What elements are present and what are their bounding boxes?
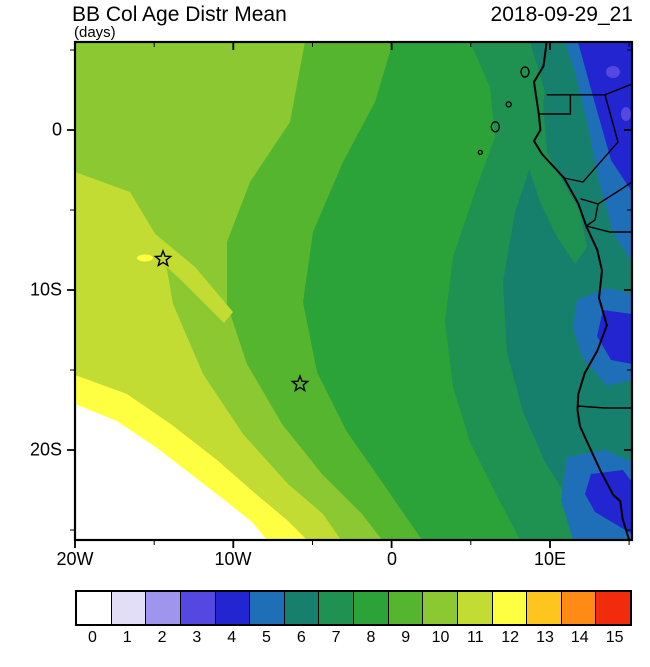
x-tick-label-0: 0 <box>386 549 398 569</box>
contour-region <box>75 404 267 540</box>
island-principe <box>505 101 512 108</box>
island-sao-tome <box>490 121 500 133</box>
border-line <box>597 181 632 205</box>
coastline <box>532 42 630 540</box>
colorbar-cell <box>423 592 458 624</box>
x-tick-label-10e: 10E <box>533 549 567 569</box>
colorbar-tick-label: 1 <box>122 629 132 646</box>
colorbar-tick-label: 14 <box>570 629 589 646</box>
page-title: BB Col Age Distr Mean <box>72 3 287 26</box>
colorbar-cell <box>596 592 630 624</box>
colorbar-tick-label: 13 <box>536 629 554 646</box>
colorbar-cell <box>111 592 147 624</box>
x-minor-ticks <box>153 540 630 545</box>
right-major-ticks <box>624 129 632 451</box>
contour-region <box>578 42 632 192</box>
x-tick-label-20w: 20W <box>56 549 94 569</box>
colorbar-tick-label: 5 <box>262 629 271 646</box>
border-line <box>538 94 572 115</box>
colorbar-tick-label: 10 <box>431 629 450 646</box>
border-line <box>577 405 632 409</box>
colorbar-cell <box>215 592 251 624</box>
colorbar-cell <box>319 592 354 624</box>
colorbar-cell <box>492 592 528 624</box>
island-annobon <box>477 149 483 156</box>
border-line <box>580 198 599 227</box>
star-marker-2 <box>290 374 310 393</box>
contour-region <box>606 66 620 78</box>
y-major-ticks <box>67 129 75 451</box>
axis-ticks <box>67 42 632 548</box>
x-major-ticks <box>74 540 551 548</box>
colorbar-cell <box>77 592 112 624</box>
island-bioko <box>520 66 530 78</box>
colorbar-cell <box>250 592 285 624</box>
border-line <box>563 94 619 183</box>
colorbar-cell <box>180 592 216 624</box>
colorbar-tick-label: 3 <box>192 629 202 646</box>
major-ticks <box>67 42 632 548</box>
colorbar-cell <box>354 592 389 624</box>
border-line <box>586 225 632 233</box>
x-tick-label-10w: 10W <box>214 549 252 569</box>
right-minor-ticks <box>627 49 632 531</box>
contour-region <box>518 60 587 264</box>
colorbar-cell <box>527 592 562 624</box>
top-major-ticks <box>232 42 551 50</box>
y-tick-label-10s: 10S <box>29 279 62 300</box>
units-label: (days) <box>74 24 116 41</box>
colorbar-tick-label: 11 <box>467 629 484 646</box>
map-frame <box>73 40 634 542</box>
contour-region <box>621 107 631 121</box>
country-borders <box>538 83 632 409</box>
colorbar-cell <box>284 592 320 624</box>
colorbar-labels: 0 1 2 3 4 5 6 7 8 9 10 11 12 13 14 15 <box>75 629 632 647</box>
colorbar-tick-label: 8 <box>366 629 376 646</box>
colorbar-tick-label: 9 <box>401 629 411 646</box>
colorbar-tick-label: 2 <box>157 629 167 646</box>
y-tick-label-20s: 20S <box>29 439 62 460</box>
colorbar-cells <box>75 590 632 626</box>
colorbar-tick-label: 7 <box>331 629 341 646</box>
colorbar-tick-label: 6 <box>296 629 306 646</box>
colorbar-tick-label: 15 <box>605 629 624 646</box>
colorbar-tick-label: 0 <box>87 629 97 646</box>
y-tick-label-0: 0 <box>51 119 62 140</box>
colorbar-tick-label: 4 <box>227 629 237 646</box>
timestamp: 2018-09-29_21 <box>490 3 633 26</box>
minor-ticks <box>70 42 632 545</box>
colorbar-tick-label: 12 <box>501 629 520 646</box>
contour-region <box>113 207 233 323</box>
top-minor-ticks <box>153 42 630 47</box>
contour-region <box>137 254 153 262</box>
colorbar-cell <box>561 592 597 624</box>
colorbar-cell <box>146 592 181 624</box>
star-marker-1 <box>153 249 173 268</box>
y-minor-ticks <box>70 49 75 531</box>
contour-field <box>75 42 632 540</box>
colorbar-cell <box>457 592 493 624</box>
islands <box>477 66 530 156</box>
colorbar-cell <box>388 592 424 624</box>
contour-region <box>585 470 632 534</box>
